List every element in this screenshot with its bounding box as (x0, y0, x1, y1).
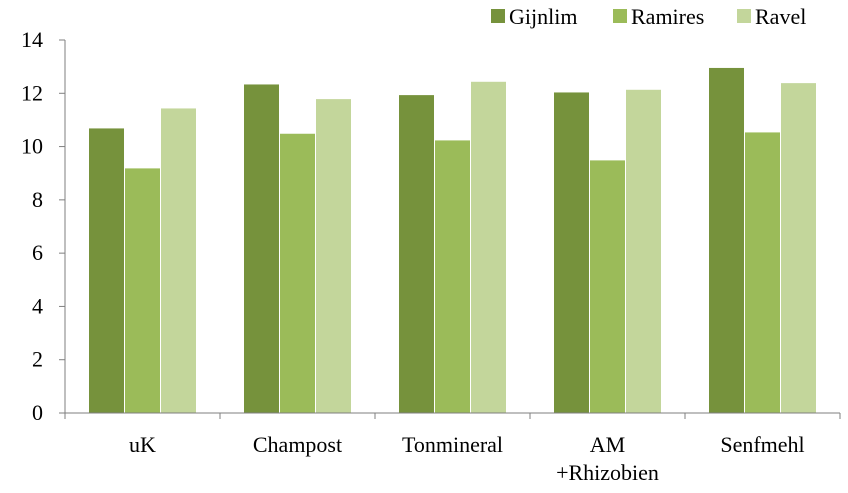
bar-gijnlim-am-rhizobien (553, 91, 590, 414)
bar-ravel-senfmehl (780, 82, 817, 414)
bar-ravel-champost (315, 98, 352, 414)
legend-swatch-ramires (613, 9, 627, 23)
legend-swatch-gijnlim (491, 9, 505, 23)
legend-swatch-ravel (737, 9, 751, 23)
bar-ramires-champost (279, 132, 316, 414)
bar-ravel-tonmineral (470, 80, 507, 414)
bar-ramires-tonmineral (434, 139, 471, 414)
y-tick-label: 12 (21, 80, 43, 105)
legend-label-gijnlim: Gijnlim (509, 4, 577, 29)
y-tick-label: 2 (32, 347, 43, 372)
bars (88, 66, 817, 414)
y-tick-label: 6 (32, 240, 43, 265)
bar-ravel-uk (160, 107, 197, 414)
x-ticks: uK Champost Tonmineral AM +Rhizobien Senfmehl (64, 413, 841, 485)
bar-ramires-senfmehl (744, 131, 781, 414)
legend-label-ravel: Ravel (755, 4, 806, 29)
bar-ravel-am-rhizobien (625, 88, 662, 414)
bar-gijnlim-champost (243, 83, 280, 414)
bar-ramires-am-rhizobien (589, 159, 626, 414)
y-tick-label: 8 (32, 187, 43, 212)
x-tick-label-tonmineral: Tonmineral (402, 432, 503, 457)
bar-gijnlim-uk (88, 127, 125, 414)
x-tick-label-senfmehl: Senfmehl (720, 432, 804, 457)
bar-gijnlim-senfmehl (708, 66, 745, 414)
y-tick-label: 4 (32, 293, 43, 318)
legend-label-ramires: Ramires (631, 4, 704, 29)
axes (64, 40, 840, 414)
x-tick-label-champost: Champost (253, 432, 342, 457)
y-tick-label: 14 (21, 27, 43, 52)
y-ticks: 0 2 4 6 8 10 12 14 (21, 27, 65, 425)
y-tick-label: 10 (21, 134, 43, 159)
bar-ramires-uk (124, 167, 161, 414)
bar-gijnlim-tonmineral (398, 94, 435, 414)
y-tick-label: 0 (32, 400, 43, 425)
x-tick-label-am-rhizobien: AM +Rhizobien (556, 432, 659, 485)
x-tick-label-uk: uK (129, 432, 156, 457)
legend: Gijnlim Ramires Ravel (491, 4, 806, 29)
